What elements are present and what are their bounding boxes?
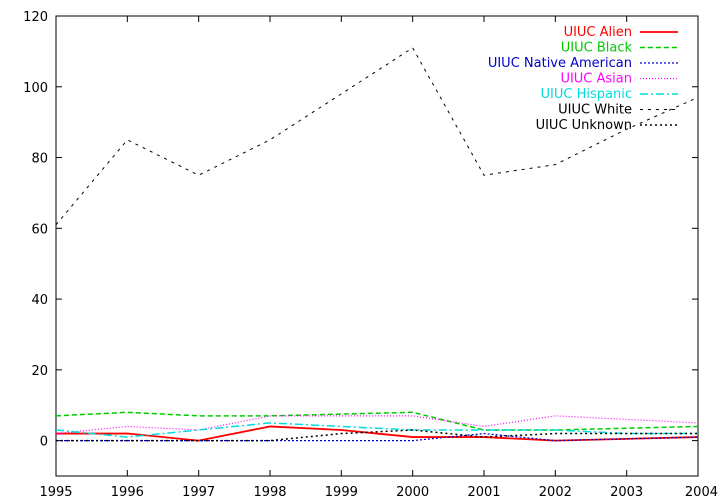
x-tick-label: 2002 [539, 485, 572, 500]
y-tick-label: 100 [23, 81, 48, 96]
y-tick-label: 0 [40, 435, 48, 450]
series-lines [55, 47, 699, 442]
series-line-uiuc-hispanic [55, 422, 698, 438]
x-tick-label: 1995 [39, 485, 72, 500]
y-tick-label: 80 [31, 152, 48, 167]
x-tick-label: 2003 [610, 485, 643, 500]
axis-ticks [55, 15, 699, 476]
y-tick-label: 60 [31, 222, 48, 237]
series-line-uiuc-black [55, 411, 699, 431]
axis-tick-labels: 0 20 40 60 80 100 120 1995 1996 1997 1998 1999 2000 2… [23, 10, 718, 500]
x-tick-label: 2001 [467, 485, 500, 500]
x-tick-label: 1998 [253, 485, 286, 500]
y-tick-label: 40 [31, 293, 48, 308]
x-tick-label: 1999 [325, 485, 358, 500]
legend-label: UIUC Hispanic [541, 87, 632, 102]
plot-frame [55, 15, 699, 477]
series-line-uiuc-asian [55, 415, 699, 435]
x-tick-label: 1996 [111, 485, 144, 500]
legend-label: UIUC White [558, 103, 632, 118]
series-line-uiuc-unknown [56, 429, 698, 442]
x-tick-label: 2000 [396, 485, 429, 500]
y-tick-label: 20 [31, 364, 48, 379]
legend-label: UIUC Unknown [536, 118, 632, 133]
series-line-uiuc-native-american [56, 432, 699, 442]
series-line-uiuc-white [55, 47, 699, 226]
series-line-uiuc-alien [56, 425, 699, 442]
legend-label: UIUC Black [561, 41, 633, 56]
legend-label: UIUC Native American [488, 56, 632, 71]
legend-label: UIUC Asian [560, 72, 632, 87]
x-tick-label: 1997 [182, 485, 215, 500]
y-tick-label: 120 [23, 10, 48, 25]
x-tick-label: 2004 [685, 485, 718, 500]
legend-label: UIUC Alien [564, 25, 632, 40]
